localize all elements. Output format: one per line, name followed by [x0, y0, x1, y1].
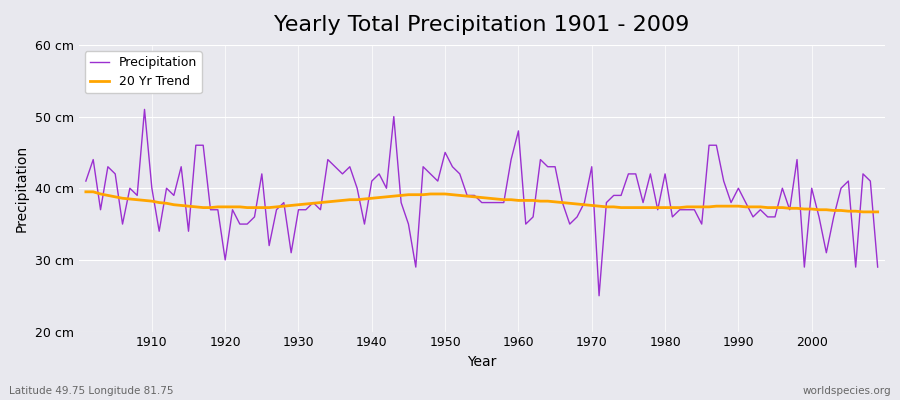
Title: Yearly Total Precipitation 1901 - 2009: Yearly Total Precipitation 1901 - 2009: [274, 15, 689, 35]
20 Yr Trend: [80, 190, 91, 194]
20 Yr Trend: [858, 210, 868, 214]
Line: Precipitation: Precipitation: [86, 109, 878, 296]
20 Yr Trend: [301, 202, 311, 206]
Legend: Precipitation, 20 Yr Trend: Precipitation, 20 Yr Trend: [85, 51, 202, 93]
20 Yr Trend: [140, 198, 150, 203]
20 Yr Trend: [513, 198, 524, 203]
Precipitation: [308, 200, 319, 205]
Precipitation: [513, 128, 524, 133]
Y-axis label: Precipitation: Precipitation: [15, 145, 29, 232]
Precipitation: [140, 107, 150, 112]
Precipitation: [147, 186, 158, 191]
20 Yr Trend: [506, 197, 517, 202]
Text: Latitude 49.75 Longitude 81.75: Latitude 49.75 Longitude 81.75: [9, 386, 174, 396]
Precipitation: [352, 186, 363, 191]
20 Yr Trend: [345, 197, 356, 202]
Precipitation: [872, 265, 883, 270]
Precipitation: [80, 179, 91, 184]
Precipitation: [616, 193, 626, 198]
Text: worldspecies.org: worldspecies.org: [803, 386, 891, 396]
20 Yr Trend: [601, 204, 612, 209]
Precipitation: [520, 222, 531, 226]
Line: 20 Yr Trend: 20 Yr Trend: [86, 192, 878, 212]
20 Yr Trend: [872, 210, 883, 214]
X-axis label: Year: Year: [467, 355, 497, 369]
Precipitation: [594, 293, 605, 298]
